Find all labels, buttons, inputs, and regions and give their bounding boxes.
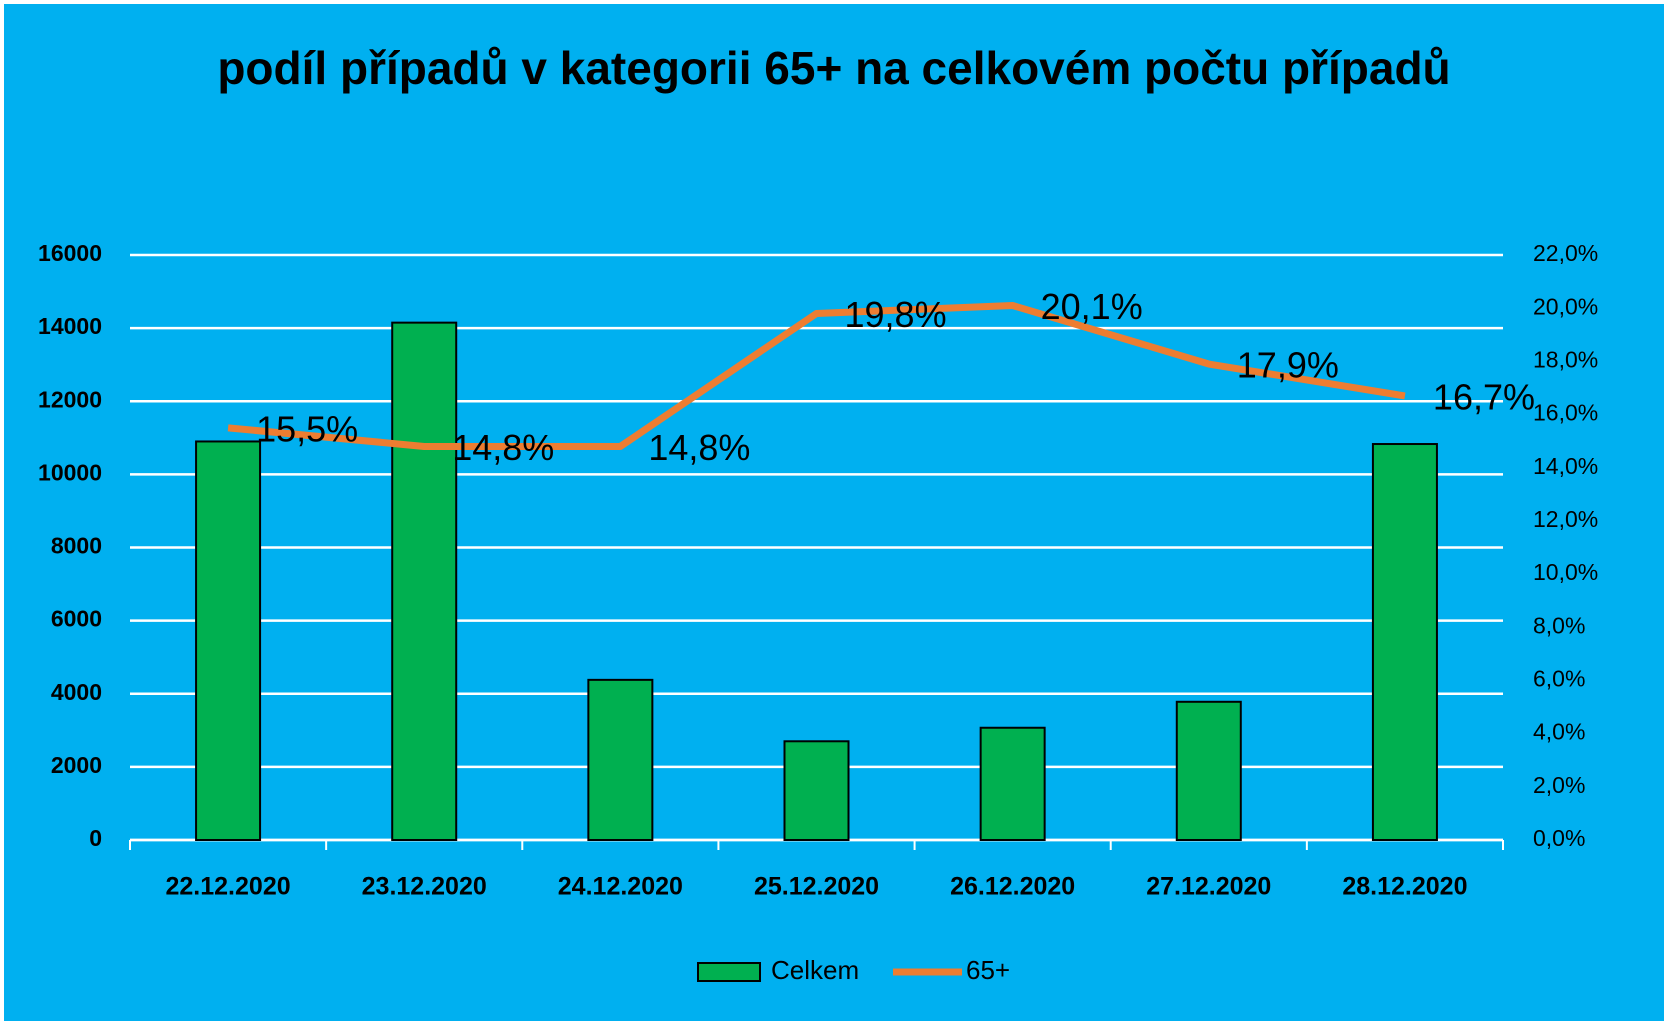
x-tick-label: 27.12.2020 — [1146, 873, 1271, 901]
bar — [979, 726, 1046, 841]
y-tick-label: 12000 — [38, 386, 102, 412]
data-label: 17,9% — [1237, 345, 1339, 386]
x-tick-label: 23.12.2020 — [362, 873, 487, 901]
x-tick-label: 26.12.2020 — [950, 873, 1075, 901]
data-label: 14,8% — [452, 427, 554, 468]
data-label: 15,5% — [256, 408, 358, 449]
y2-tick-label: 0,0% — [1533, 825, 1585, 851]
y-tick-label: 6000 — [51, 606, 102, 632]
y-tick-label: 16000 — [38, 240, 102, 266]
y2-tick-label: 20,0% — [1533, 293, 1598, 319]
bar — [587, 678, 654, 842]
bar — [391, 321, 458, 841]
chart-title: podíl případů v kategorii 65+ na celkové… — [217, 42, 1450, 94]
y2-tick-label: 18,0% — [1533, 346, 1598, 372]
y-tick-label: 10000 — [38, 459, 102, 485]
y-tick-label: 14000 — [38, 313, 102, 339]
y2-tick-label: 16,0% — [1533, 400, 1598, 426]
legend-label: Celkem — [771, 955, 859, 985]
x-tick-label: 28.12.2020 — [1342, 873, 1467, 901]
bar — [1175, 700, 1242, 842]
y2-tick-label: 8,0% — [1533, 612, 1585, 638]
legend-label: 65+ — [966, 955, 1010, 985]
y2-tick-label: 22,0% — [1533, 240, 1598, 266]
data-label: 16,7% — [1433, 376, 1535, 417]
y2-tick-label: 12,0% — [1533, 506, 1598, 532]
data-label: 19,8% — [845, 294, 947, 335]
x-tick-label: 22.12.2020 — [166, 873, 291, 901]
legend-swatch — [697, 962, 761, 982]
line — [227, 302, 1406, 450]
x-tick-label: 24.12.2020 — [558, 873, 683, 901]
bar — [783, 740, 850, 841]
y-tick-label: 4000 — [51, 679, 102, 705]
y2-tick-label: 2,0% — [1533, 772, 1585, 798]
y2-tick-label: 4,0% — [1533, 719, 1585, 745]
y-tick-label: 0 — [89, 825, 102, 851]
data-label: 14,8% — [648, 427, 750, 468]
y2-tick-label: 14,0% — [1533, 453, 1598, 479]
bar — [195, 440, 262, 841]
x-tick-label: 25.12.2020 — [754, 873, 879, 901]
y-tick-label: 2000 — [51, 752, 102, 778]
y-tick-label: 8000 — [51, 533, 102, 559]
y2-tick-label: 10,0% — [1533, 559, 1598, 585]
bar — [1371, 443, 1438, 841]
y2-tick-label: 6,0% — [1533, 666, 1585, 692]
data-label: 20,1% — [1041, 286, 1143, 327]
